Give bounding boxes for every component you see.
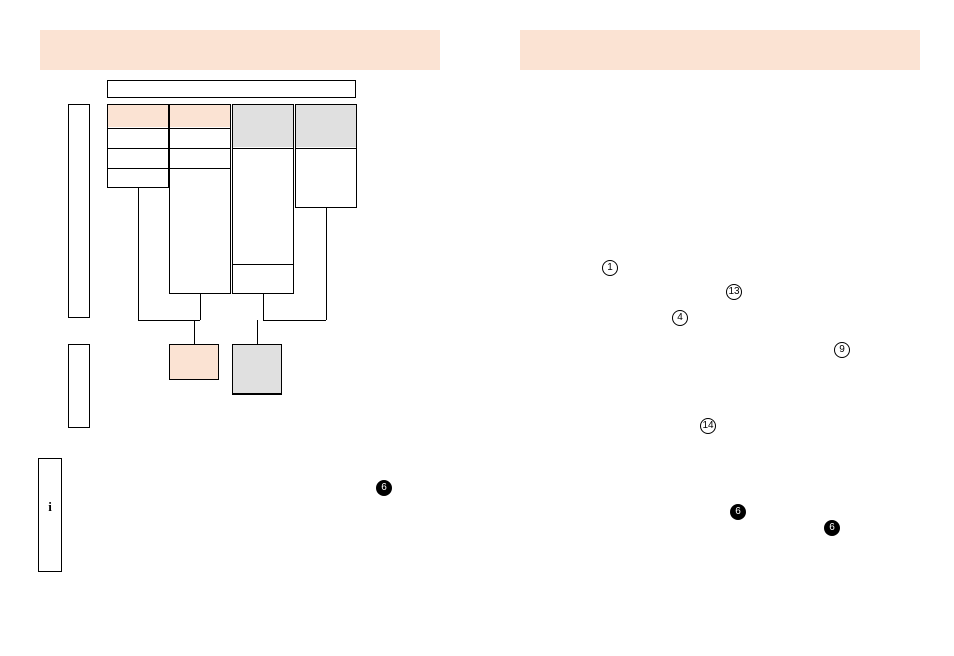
callout-1: 1 xyxy=(602,260,618,276)
sidebar-box-2 xyxy=(68,344,90,428)
connector xyxy=(263,320,326,321)
callout-9: 9 xyxy=(834,342,850,358)
callout-6: 6 xyxy=(376,480,392,496)
info-label: i xyxy=(48,499,52,514)
col3-header xyxy=(233,105,293,147)
connector xyxy=(257,320,258,344)
callout-13: 13 xyxy=(726,284,742,300)
divider xyxy=(169,148,231,149)
lower-box-1 xyxy=(169,344,219,380)
divider xyxy=(169,168,231,169)
left-header-band xyxy=(40,30,440,70)
sidebar-box-1 xyxy=(68,104,90,318)
lower-box-2 xyxy=(232,344,282,394)
col4-header xyxy=(296,105,356,147)
title-bar xyxy=(107,80,356,98)
divider xyxy=(232,264,294,265)
col2-header xyxy=(170,105,230,127)
callout-6: 6 xyxy=(824,520,840,536)
connector xyxy=(194,320,195,344)
col2 xyxy=(169,104,231,294)
divider xyxy=(232,148,294,149)
connector xyxy=(263,294,264,320)
col1-header xyxy=(108,105,168,127)
callout-4: 4 xyxy=(672,310,688,326)
connector xyxy=(326,208,327,320)
info-icon: i xyxy=(38,458,62,572)
callout-14: 14 xyxy=(700,418,716,434)
right-header-band xyxy=(520,30,920,70)
callout-6: 6 xyxy=(730,504,746,520)
divider xyxy=(107,168,169,169)
connector xyxy=(138,320,200,321)
divider xyxy=(107,128,169,129)
divider xyxy=(107,148,169,149)
divider xyxy=(169,128,231,129)
connector xyxy=(200,294,201,320)
connector xyxy=(138,188,139,320)
lower-box-2-cut xyxy=(232,394,282,412)
divider xyxy=(295,148,357,149)
